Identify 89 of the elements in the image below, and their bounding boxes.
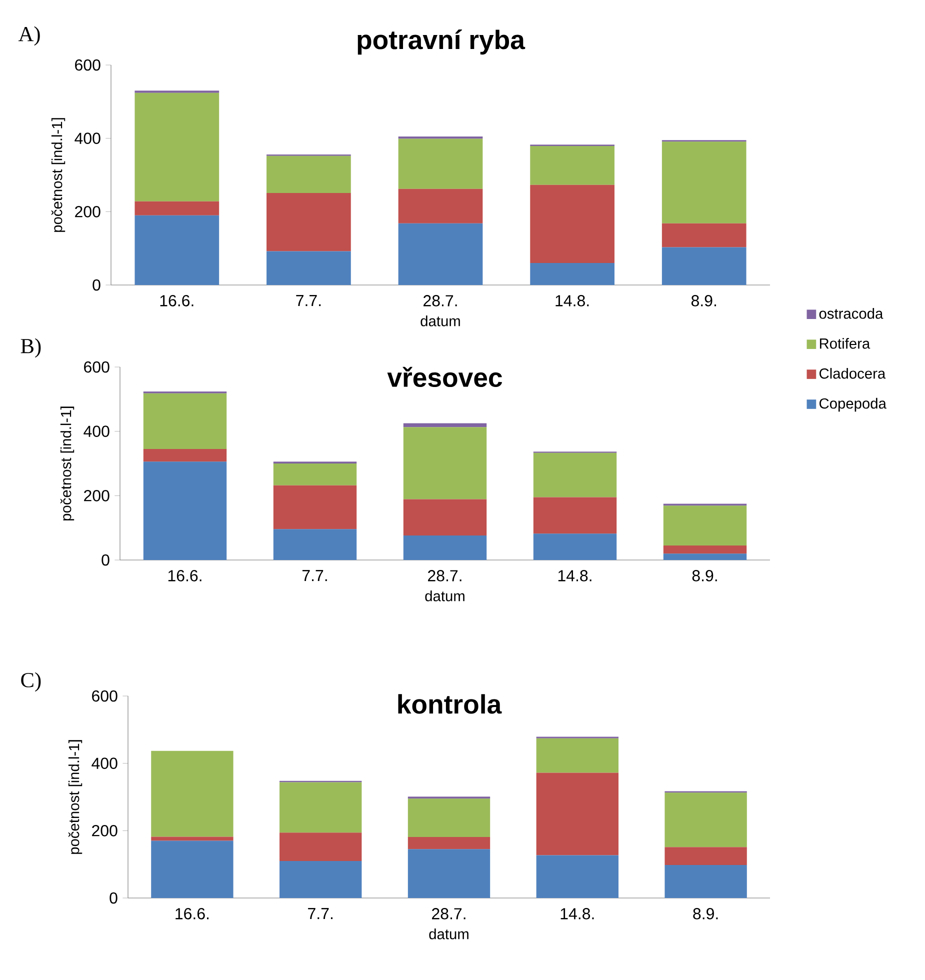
bar [280,782,362,833]
text: A) [18,26,40,46]
legend-label: Copepoda [820,398,886,412]
x-tick-label: 7.7. [308,908,332,920]
bar [536,855,618,898]
bar [662,247,746,285]
bar [533,452,617,498]
bar [664,792,747,848]
x-tick-label: 16.6. [168,570,202,582]
bar [663,546,747,554]
bar [151,750,234,837]
bar [403,499,487,536]
bar [134,201,220,216]
bar [266,251,351,285]
bar [662,223,746,248]
bar [273,485,357,530]
bar [530,262,614,285]
bar [408,798,490,838]
bar [408,837,490,850]
bar [398,188,483,224]
bar [143,449,227,462]
bar [151,840,234,898]
x-tick-label: 7.7. [302,570,327,582]
x-tick-label: 8.9. [692,570,717,582]
bar [273,529,357,560]
y-tick-label: 400 [74,132,100,144]
bar [536,772,618,856]
bar [536,738,618,773]
y-axis-title: početnost [ind.l-1] [60,406,74,520]
bar [151,836,234,841]
bar [533,534,617,560]
x-axis-title: datum [425,590,464,602]
x-tick-label: 16.6. [176,908,209,920]
y-tick-label: 600 [75,59,100,71]
bar [530,146,614,185]
x-tick-label: 7.7. [296,295,321,306]
bar [408,849,490,898]
x-tick-label: 8.9. [693,908,718,920]
y-tick-label: 200 [75,206,100,218]
y-tick-label: 400 [92,758,118,769]
bar [403,423,487,428]
legend-label: ostracoda [819,308,884,319]
bar [403,536,487,560]
y-tick-label: 400 [84,426,110,437]
bar [280,832,362,861]
chart-title: kontrola [398,694,502,714]
x-tick-label: 14.8. [560,908,594,920]
x-tick-label: 28.7. [432,908,466,920]
y-tick-label: 600 [84,361,110,373]
text: B) [20,338,41,358]
bar [398,223,483,285]
x-tick-label: 8.9. [691,295,716,306]
bar [280,860,362,898]
y-axis-title: početnost [ind.l-1] [68,740,82,854]
x-tick-label: 14.8. [558,570,592,582]
x-axis-title: datum [420,316,460,326]
x-tick-label: 16.6. [160,295,194,306]
y-tick-label: 600 [92,690,118,702]
x-tick-label: 28.7. [428,570,462,582]
chart-title: potravní ryba [358,30,526,55]
bar [398,138,483,189]
bar [664,847,747,866]
bar [663,506,747,546]
y-axis-title: početnost [ind.l-1] [51,118,66,232]
bar [663,554,747,560]
bar [403,427,487,500]
bar [664,865,747,898]
bar [266,156,351,193]
legend-label: Cladocera [820,368,886,379]
x-axis-title: datum [429,928,468,940]
y-tick-label: 0 [92,279,100,291]
bar [143,462,227,560]
bar [273,464,357,486]
bar [266,192,351,252]
text: C) [21,672,41,692]
y-tick-label: 0 [110,892,118,904]
x-tick-label: 14.8. [556,295,589,306]
bar [143,393,227,450]
legend-label: Rotifera [820,338,870,349]
bar [662,142,746,224]
bar [530,184,614,263]
y-tick-label: 200 [92,825,118,836]
x-tick-label: 28.7. [424,295,457,306]
bar [134,215,220,285]
bar [533,497,617,534]
y-tick-label: 200 [84,490,110,502]
bar [134,92,220,202]
y-tick-label: 0 [102,554,110,566]
chart-title: vřesovec [387,366,502,388]
